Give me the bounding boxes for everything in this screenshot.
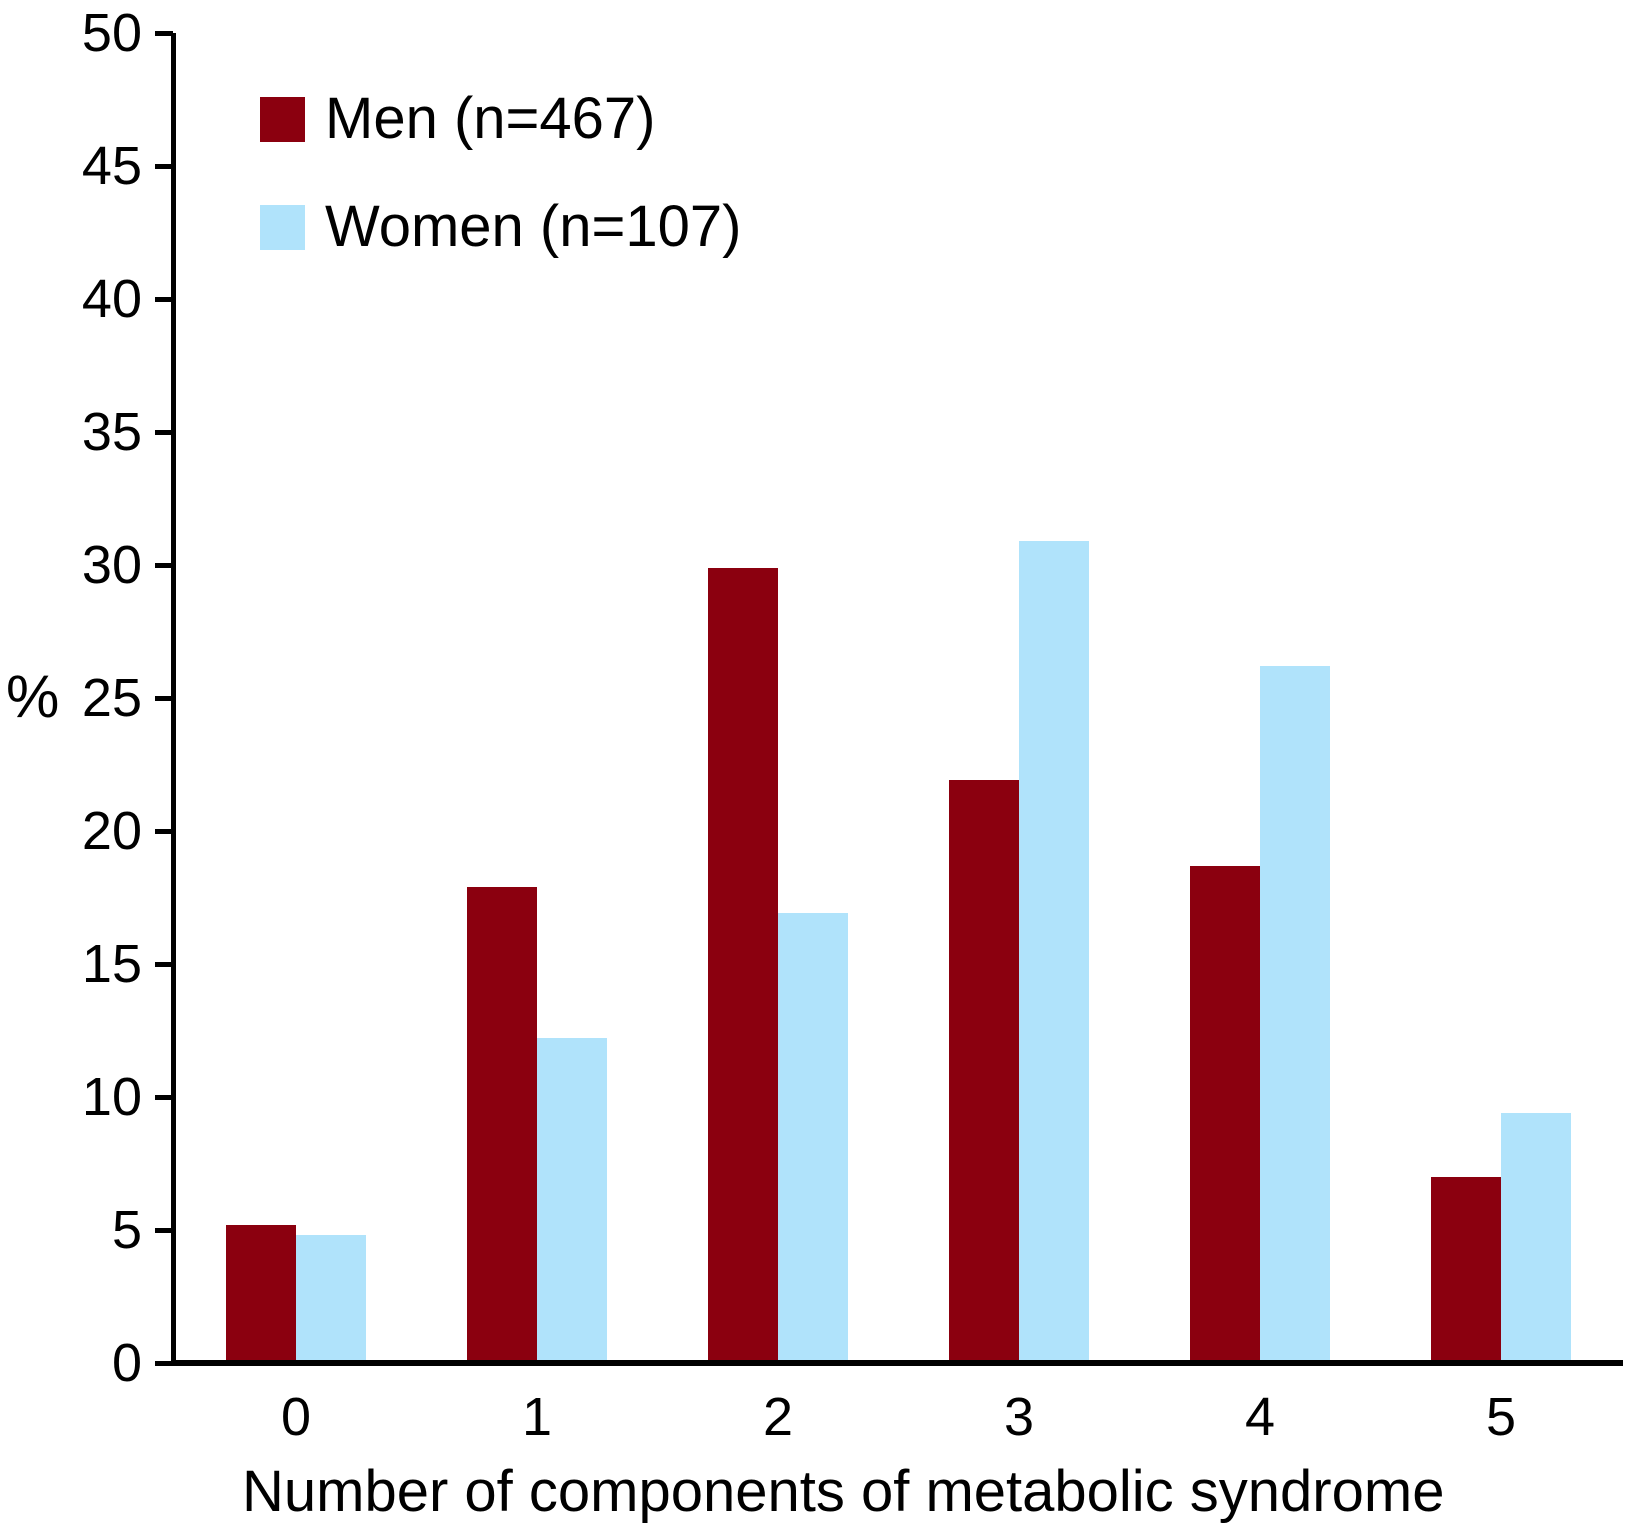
bar-men-0 (226, 1224, 296, 1363)
x-axis-line (171, 1360, 1623, 1366)
bar-men-2 (708, 567, 778, 1363)
y-tick-mark-40 (155, 296, 173, 302)
y-tick-label-5: 5 (111, 1200, 142, 1260)
y-tick-mark-15 (155, 961, 173, 967)
y-axis-title: % (6, 663, 60, 730)
legend-label-women: Women (n=107) (325, 194, 742, 259)
y-tick-label-15: 15 (81, 934, 142, 994)
bar-men-3 (949, 780, 1019, 1363)
y-tick-mark-0 (155, 1360, 173, 1366)
y-tick-label-40: 40 (81, 269, 142, 329)
bar-men-1 (467, 886, 537, 1363)
y-tick-mark-35 (155, 429, 173, 435)
legend-item-men: Men (n=467) (260, 90, 655, 148)
y-tick-label-25: 25 (81, 668, 142, 728)
bar-women-4 (1260, 666, 1330, 1363)
bar-men-5 (1431, 1176, 1501, 1363)
y-axis-line (171, 33, 176, 1365)
x-tick-label-5: 5 (1485, 1387, 1517, 1447)
bar-women-1 (537, 1038, 607, 1363)
y-tick-mark-10 (155, 1094, 173, 1100)
y-tick-label-30: 30 (81, 535, 142, 595)
x-axis-title: Number of components of metabolic syndro… (242, 1459, 1445, 1524)
x-tick-label-2: 2 (762, 1387, 794, 1447)
legend-label-men: Men (n=467) (325, 86, 656, 151)
y-tick-label-35: 35 (81, 402, 142, 462)
y-tick-mark-50 (155, 30, 173, 36)
legend-swatch-women (260, 204, 305, 250)
y-tick-label-45: 45 (81, 136, 142, 196)
x-tick-label-3: 3 (1003, 1387, 1035, 1447)
bar-women-2 (778, 913, 848, 1363)
legend-swatch-men (260, 96, 305, 142)
legend-item-women: Women (n=107) (260, 198, 741, 256)
y-tick-mark-25 (155, 695, 173, 701)
y-tick-label-50: 50 (81, 3, 142, 63)
y-tick-label-20: 20 (81, 801, 142, 861)
y-tick-mark-45 (155, 163, 173, 169)
y-tick-mark-20 (155, 828, 173, 834)
y-tick-mark-5 (155, 1227, 173, 1233)
bar-women-0 (296, 1235, 366, 1363)
bar-women-3 (1019, 541, 1089, 1363)
bar-men-4 (1190, 865, 1260, 1363)
y-tick-label-0: 0 (111, 1333, 142, 1393)
x-tick-label-0: 0 (280, 1387, 312, 1447)
x-tick-label-1: 1 (521, 1387, 553, 1447)
y-tick-label-10: 10 (81, 1067, 142, 1127)
x-tick-label-4: 4 (1244, 1387, 1276, 1447)
y-tick-mark-30 (155, 562, 173, 568)
bar-women-5 (1501, 1112, 1571, 1363)
